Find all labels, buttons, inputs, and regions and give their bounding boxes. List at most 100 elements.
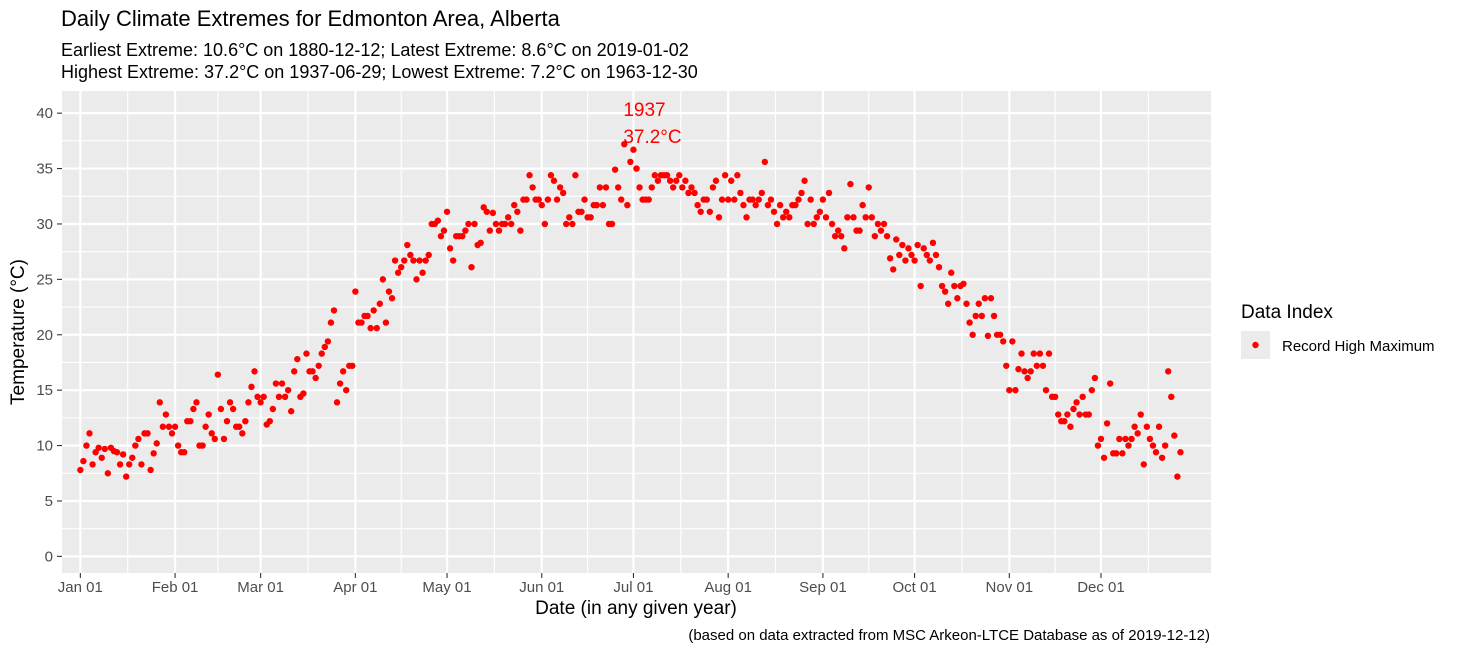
data-point <box>807 196 814 203</box>
data-point <box>1012 386 1019 394</box>
data-point <box>1116 435 1123 443</box>
data-point <box>541 220 549 228</box>
data-point <box>938 282 946 290</box>
data-point <box>126 461 133 468</box>
data-point <box>1079 393 1086 401</box>
data-point <box>825 189 833 197</box>
data-point <box>449 257 457 264</box>
data-point <box>1067 423 1074 430</box>
data-point <box>798 189 805 197</box>
data-point <box>767 196 775 203</box>
data-point <box>471 220 478 228</box>
data-point <box>963 300 970 307</box>
data-point <box>721 172 729 179</box>
data-point <box>944 300 952 307</box>
data-point <box>364 312 371 320</box>
data-point <box>1051 393 1059 401</box>
data-point <box>465 220 472 228</box>
data-point <box>477 239 484 247</box>
data-point <box>379 276 387 283</box>
data-point <box>419 269 426 276</box>
data-point <box>300 390 307 397</box>
data-point <box>929 239 937 247</box>
data-point <box>239 430 246 437</box>
data-point <box>862 214 869 221</box>
data-point <box>1045 350 1053 357</box>
data-point <box>914 241 921 249</box>
data-point <box>181 449 188 456</box>
data-point <box>761 158 769 166</box>
data-point <box>706 208 714 215</box>
data-point <box>1003 362 1010 369</box>
data-point <box>547 172 555 179</box>
data-point <box>1131 423 1138 430</box>
data-point <box>153 440 160 447</box>
data-point <box>886 255 894 262</box>
data-point <box>281 393 289 401</box>
data-point <box>676 172 683 179</box>
data-point <box>190 405 197 413</box>
data-point <box>871 232 879 240</box>
x-tick-label: Oct 01 <box>892 579 936 596</box>
data-point <box>315 362 322 369</box>
data-point <box>214 371 222 378</box>
data-point <box>703 196 710 203</box>
data-point <box>376 300 384 307</box>
data-point <box>217 405 225 413</box>
data-point <box>804 220 811 228</box>
data-point <box>1076 411 1083 418</box>
data-point <box>529 184 536 191</box>
data-point <box>776 201 784 209</box>
data-point <box>917 282 924 290</box>
data-point <box>1064 411 1071 418</box>
data-point <box>1113 450 1120 457</box>
data-point <box>783 208 790 215</box>
data-point <box>242 417 249 425</box>
data-point <box>1042 386 1050 394</box>
data-point <box>984 332 992 340</box>
data-point <box>844 214 851 221</box>
data-point <box>1137 411 1144 418</box>
data-point <box>758 189 765 197</box>
data-point <box>621 140 628 148</box>
data-point <box>813 214 820 221</box>
data-point <box>1158 454 1166 461</box>
data-point <box>834 227 842 234</box>
x-tick-label: Sep 01 <box>799 579 847 596</box>
data-point <box>489 209 497 217</box>
data-point <box>908 251 915 259</box>
data-point <box>342 386 350 394</box>
data-point <box>828 220 836 228</box>
data-point <box>303 350 310 357</box>
data-point <box>1119 450 1126 457</box>
data-point <box>593 201 600 209</box>
data-point <box>370 307 377 314</box>
data-point <box>1122 435 1129 443</box>
data-point <box>975 300 982 307</box>
data-point <box>1036 350 1044 357</box>
data-point <box>801 177 808 184</box>
data-point <box>734 172 741 179</box>
data-point <box>504 214 512 221</box>
y-tick-label: 20 <box>36 327 53 344</box>
data-point <box>981 295 989 302</box>
data-point <box>459 232 466 240</box>
legend-title: Data Index <box>1241 302 1333 323</box>
x-axis-title: Date (in any given year) <box>535 598 737 619</box>
data-point <box>413 276 420 283</box>
data-point <box>495 227 503 234</box>
data-point <box>1039 362 1047 369</box>
annotation-value: 37.2°C <box>623 127 681 148</box>
data-point <box>211 435 218 443</box>
data-point <box>294 355 301 363</box>
data-point <box>1091 374 1099 382</box>
data-point <box>715 214 723 221</box>
data-point <box>278 380 286 387</box>
data-point <box>566 214 573 221</box>
data-point <box>349 362 356 369</box>
data-point <box>159 423 167 430</box>
data-point <box>694 201 701 209</box>
data-point <box>1000 338 1007 345</box>
data-point <box>440 227 448 234</box>
data-point <box>95 444 102 451</box>
